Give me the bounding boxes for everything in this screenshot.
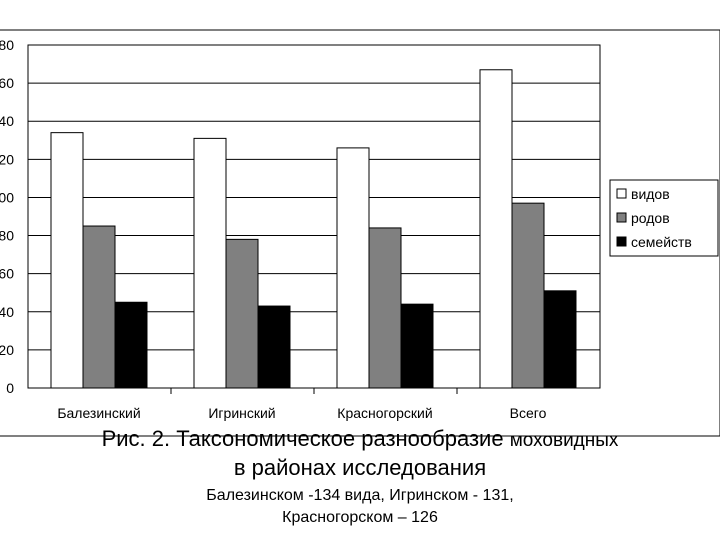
bar-2-1 [368, 227, 402, 389]
legend-swatch-0 [616, 188, 627, 199]
legend-label-1: родов [631, 210, 670, 226]
bar-1-1 [225, 238, 259, 389]
bar-chart: 180 160 140 120 100 80 60 40 20 0 Балезинский Игри… [0, 29, 720, 437]
x-tick-label-1: Игринский [208, 405, 275, 421]
y-tick-label-3: 120 [0, 151, 14, 167]
y-tick-label-6: 60 [0, 266, 14, 282]
figure-caption: Рис. 2. Таксономическое разнообразие мох… [0, 425, 720, 481]
chart-area-border [0, 29, 720, 437]
legend-label-0: видов [631, 186, 670, 202]
legend-label-2: семейств [631, 234, 692, 250]
legend-swatch-1 [616, 212, 627, 223]
bar-2-2 [400, 303, 434, 389]
legend-box [609, 179, 719, 257]
bar-2-0 [336, 147, 370, 389]
caption-line-1a: Рис. 2. Таксономическое разнообразие [101, 426, 510, 451]
bar-0-0 [50, 132, 84, 389]
y-tick-label-2: 140 [0, 113, 14, 129]
y-tick-label-9: 0 [6, 380, 14, 396]
y-tick-label-5: 80 [0, 228, 14, 244]
bar-1-2 [257, 305, 291, 389]
y-tick-label-8: 20 [0, 342, 14, 358]
y-axis-ticks: 180 160 140 120 100 80 60 40 20 0 [0, 37, 14, 396]
caption-note-line-1: Балезинском -134 вида, Игринском - 131, [206, 487, 514, 504]
bars [50, 69, 577, 389]
bar-0-1 [82, 225, 116, 389]
bar-3-2 [543, 290, 577, 389]
caption-line-1: Рис. 2. Таксономическое разнообразие мох… [0, 425, 720, 454]
bar-1-0 [193, 137, 227, 389]
caption-note-line-2: Красногорском – 126 [282, 509, 438, 526]
legend: видов родов семейств [609, 179, 719, 257]
caption-line-2: в районах исследования [233, 455, 487, 480]
legend-swatch-2 [616, 236, 627, 247]
caption-note: Балезинском -134 вида, Игринском - 131, … [0, 485, 720, 529]
caption-line-1b: моховидных [509, 430, 619, 451]
y-tick-label-0: 180 [0, 37, 14, 53]
y-tick-label-1: 160 [0, 75, 14, 91]
x-tick-label-3: Всего [510, 405, 547, 421]
x-tick-label-2: Красногорский [337, 405, 432, 421]
y-tick-label-4: 100 [0, 189, 14, 205]
y-tick-label-7: 40 [0, 304, 14, 320]
x-tick-label-0: Балезинский [57, 405, 140, 421]
x-axis-ticks: Балезинский Игринский Красногорский Всего [57, 388, 547, 421]
bar-0-2 [114, 301, 148, 389]
bar-3-0 [479, 69, 513, 389]
bar-3-1 [511, 202, 545, 389]
